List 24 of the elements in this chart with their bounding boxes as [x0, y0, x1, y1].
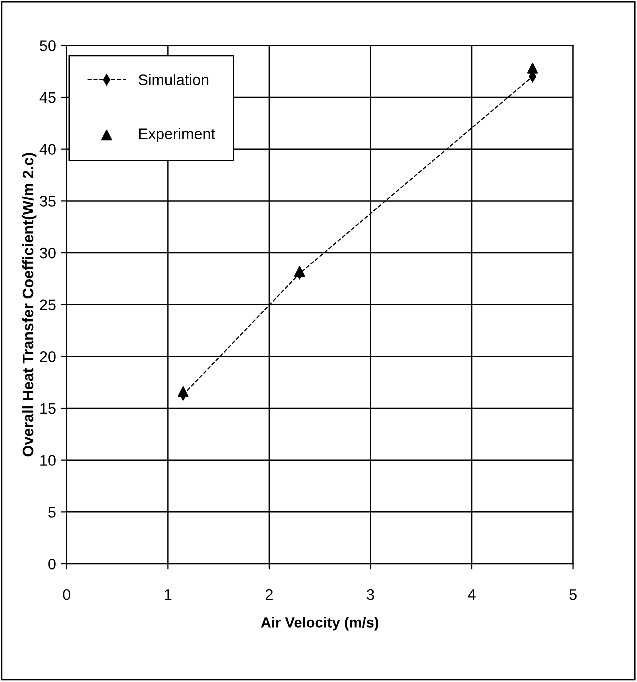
x-tick-label: 4	[468, 590, 476, 600]
x-tick-label: 0	[63, 589, 71, 600]
legend-label: Experiment	[139, 128, 216, 142]
y-tick-label: 0	[48, 558, 56, 570]
y-tick-label: 40	[40, 144, 56, 156]
x-tick-label: 3	[367, 589, 374, 600]
y-tick-label: 50	[40, 40, 56, 52]
x-tick-label: 5	[570, 590, 577, 600]
y-tick-label: 5	[48, 507, 56, 518]
y-axis-title: Overall Heat Transfer Coefficient(W/m 2.c)	[22, 153, 37, 457]
point	[294, 266, 306, 278]
y-tick-label: 15	[40, 404, 56, 414]
point	[527, 63, 538, 74]
x-tick-label: 2	[266, 589, 273, 600]
y-tick-label: 30	[40, 248, 56, 259]
x-tick-label: 1	[165, 590, 172, 600]
y-tick-label: 10	[40, 455, 56, 466]
y-tick-label: 25	[40, 300, 56, 311]
legend-label: Simulation	[138, 74, 209, 86]
y-tick-label: 20	[40, 352, 56, 362]
x-axis-title: Air Velocity (m/s)	[261, 617, 379, 631]
y-tick-label: 35	[40, 196, 56, 207]
y-tick-label: 45	[40, 92, 56, 104]
point	[178, 386, 189, 398]
